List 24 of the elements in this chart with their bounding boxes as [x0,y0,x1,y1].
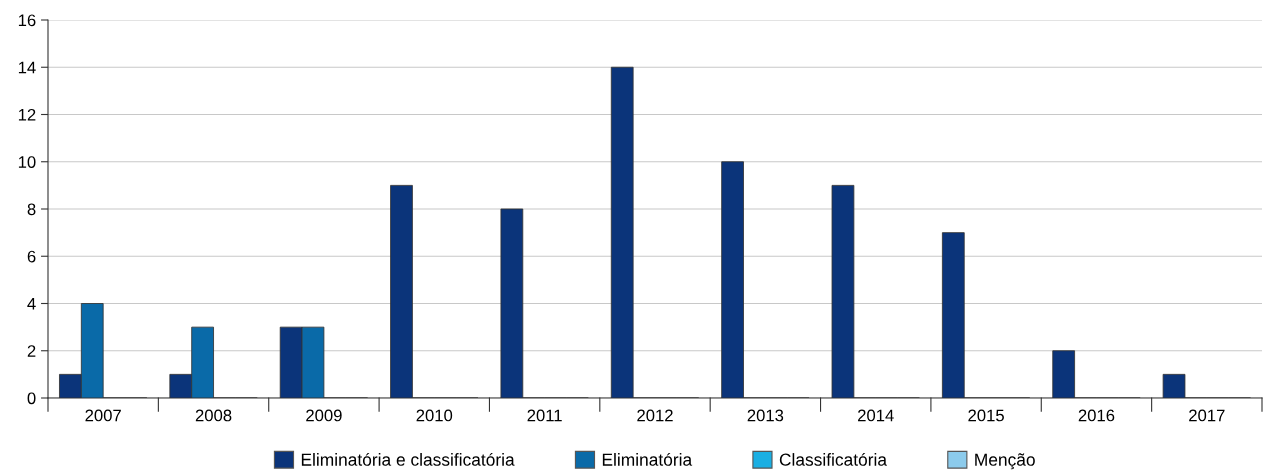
x-tick-label: 2016 [1078,409,1115,422]
y-tick-label: 6 [27,250,36,263]
x-tick-label: 2012 [637,409,673,422]
legend-label: Eliminatória e classificatória [301,452,515,466]
y-tick-label: 2 [27,345,36,357]
x-tick-label: 2017 [1189,409,1225,422]
x-tick-label: 2013 [747,409,784,422]
legend-label: Menção [975,453,1035,470]
y-tick-label: 14 [18,61,36,74]
x-tick-label: 2007 [85,409,121,422]
y-tick-label: 4 [27,298,36,310]
x-tick-label: 2011 [527,409,562,422]
y-tick-label: 10 [18,156,36,168]
x-tick-label: 2014 [858,409,894,422]
legend-label: Eliminatória [602,452,693,466]
x-tick-label: 2008 [195,409,232,422]
y-tick-label: 12 [18,108,36,121]
legend-label: Classificatória [779,452,888,466]
y-tick-label: 16 [18,14,36,27]
y-tick-label: 8 [27,203,36,216]
x-tick-label: 2010 [416,409,453,422]
y-tick-label: 0 [27,392,36,405]
x-tick-label: 2015 [968,409,1004,422]
x-tick-label: 2009 [306,409,342,422]
